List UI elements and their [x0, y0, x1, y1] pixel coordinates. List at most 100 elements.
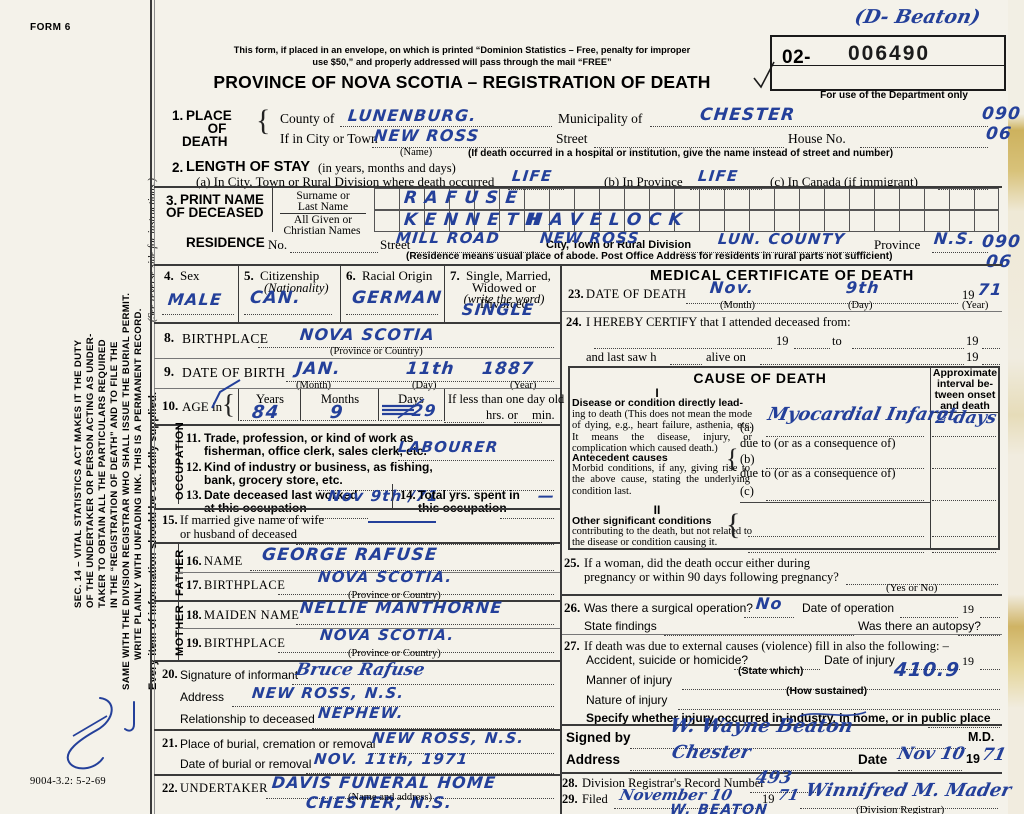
interval-header-2: interval be-	[936, 378, 994, 390]
signed-address-label: Address	[566, 752, 621, 767]
s7-label-sub: (write the word)	[463, 292, 545, 306]
s18-number: 18.	[186, 608, 202, 622]
s21-date-value: NOV. 11th, 1971	[313, 750, 470, 768]
s17-number: 17.	[186, 578, 202, 592]
s10-days-strikeout-icon	[382, 398, 425, 419]
department-only-note: For use of the Department only	[820, 90, 968, 101]
s18-value: NELLIE MANTHORNE	[299, 598, 504, 617]
residence-street-value: MILL ROAD	[395, 229, 501, 247]
envelope-note-line-2: use $50,” and properly addressed will pa…	[312, 57, 612, 67]
s14-value: —	[537, 486, 557, 505]
s4-value: MALE	[167, 290, 224, 309]
surname-grid	[374, 188, 999, 210]
s20-value: Bruce Rafuse	[293, 660, 427, 680]
s23-year-prefix: 19	[962, 288, 975, 302]
s9-year-hint: (Year)	[510, 380, 537, 391]
s23-label: DATE OF DEATH	[586, 287, 687, 301]
s14-number: 14.	[400, 488, 416, 502]
dept-code-2: 06	[984, 124, 1014, 144]
s17-hint: (Province or Country)	[348, 590, 441, 601]
s26-label: Was there a surgical operation?	[584, 601, 753, 615]
s7-label-line-1: Single, Married,	[466, 268, 551, 283]
interval-header-4: and death	[932, 401, 998, 413]
margin-note-top: (D- Beaton)	[852, 6, 983, 28]
s5-label: Citizenship	[260, 268, 320, 283]
s2-a-label: (a) In City, Town or Rural Division wher…	[196, 174, 495, 189]
cause-b-label: (b)	[740, 452, 755, 466]
s1-label-line-1: PLACE	[186, 108, 232, 123]
s16-value: GEORGE RAFUSE	[260, 545, 439, 565]
s23-number: 23.	[568, 287, 584, 301]
signed-address-value: Chester	[669, 742, 753, 763]
s24-year3: 19	[966, 350, 979, 364]
s1-name-hint: (Name)	[400, 147, 433, 158]
residence-no-label: No.	[268, 237, 288, 252]
occupation-tab-label: OCCUPATION	[174, 421, 186, 500]
s18-label: MAIDEN NAME	[204, 608, 300, 622]
residence-province-label: Province	[874, 237, 921, 252]
s27-accident-label: Accident, suicide or homicide?	[586, 653, 749, 667]
s1-street-label: Street	[556, 131, 588, 146]
s26-value: No	[755, 594, 784, 613]
residence-city-label: City, Town or Rural Division	[546, 239, 692, 251]
cause-roman-1: I	[655, 386, 659, 400]
s23-month-hint: (Month)	[720, 300, 755, 311]
s5-value: CAN.	[248, 288, 303, 308]
s10-number: 10.	[162, 398, 179, 413]
s13-number: 13.	[186, 488, 202, 502]
s3-surname-value: RAFUSE	[402, 188, 526, 208]
s27-specify-label: Specify whether injury occurred in indus…	[586, 711, 991, 725]
s23-year-hint: (Year)	[962, 300, 989, 311]
s22-hint: (Name and address)	[348, 792, 432, 803]
s24-label: I HEREBY CERTIFY that I attended decease…	[586, 315, 851, 329]
s27-how-hint: (How sustained)	[786, 685, 868, 697]
s23-day-value: 9th	[845, 278, 881, 297]
s29-number: 29.	[562, 792, 578, 806]
checkmark-icon	[753, 61, 775, 89]
s24-lastsaw-label: and last saw h	[586, 350, 657, 364]
s3-number: 3.	[166, 193, 178, 208]
cause-brace-icon: {	[726, 444, 739, 473]
s9-day-hint: (Day)	[412, 380, 437, 391]
s1-house-label: House No.	[788, 131, 846, 146]
s5-number: 5.	[244, 268, 254, 283]
s1-city-label: If in City or Town	[280, 131, 378, 146]
s13-label-line-1: Date deceased last worked	[204, 488, 358, 502]
signed-date-value: Nov 10	[895, 744, 967, 764]
s27-injury-year: 19	[962, 654, 974, 668]
s27-injury-date-label: Date of injury	[824, 653, 895, 667]
s11-label-line-2: fisherman, office clerk, sales clerk, et…	[204, 444, 427, 458]
s9-month-value: JAN.	[294, 359, 343, 379]
s29-label: Filed	[582, 792, 608, 806]
s27-manner-label: Manner of injury	[586, 673, 673, 687]
s1-municipality-label: Municipality of	[558, 111, 643, 126]
s2-label: LENGTH OF STAY	[186, 159, 311, 175]
s29-extra-note: W. BEATON	[669, 802, 769, 814]
cause-other-text: contributing to the death, but not relat…	[572, 526, 752, 549]
document-title: PROVINCE OF NOVA SCOTIA – REGISTRATION O…	[213, 72, 711, 92]
residence-street-label: Street	[380, 237, 411, 252]
s20-relationship-label: Relationship to deceased	[180, 712, 315, 726]
s3-given-label-1: All Given or	[293, 214, 353, 226]
s8-label: BIRTHPLACE	[182, 331, 269, 346]
s15-dash-icon	[368, 521, 436, 523]
s4-label: Sex	[180, 268, 200, 283]
s2-b-label: (b) In Province	[604, 174, 683, 189]
s25-label-line-2: pregnancy or within 90 days following pr…	[584, 570, 839, 584]
s1-label-line-2: OF	[207, 121, 227, 136]
given-names-grid	[374, 210, 999, 232]
s27-manner-value: 410.9	[892, 659, 962, 681]
signed-date-label: Date	[858, 752, 888, 767]
s22-number: 22.	[162, 781, 178, 795]
s22-label: UNDERTAKER	[180, 781, 268, 795]
margin-tick-icon	[124, 701, 135, 732]
cause-other-bold: Other significant conditions	[572, 515, 712, 527]
s23-day-hint: (Day)	[848, 300, 873, 311]
sidebar-legal-line-2: OF THE UNDERTAKER OR PERSON ACTING AS UN…	[85, 333, 96, 608]
form-number: FORM 6	[30, 22, 71, 33]
s24-lastsaw-mid: alive on	[706, 350, 746, 364]
s11-label-line-1: Trade, profession, or kind of work as	[204, 431, 414, 445]
s3-label-line-2: OF DECEASED	[166, 205, 264, 220]
s8-number: 8.	[164, 330, 175, 345]
s15-number: 15.	[162, 513, 178, 527]
